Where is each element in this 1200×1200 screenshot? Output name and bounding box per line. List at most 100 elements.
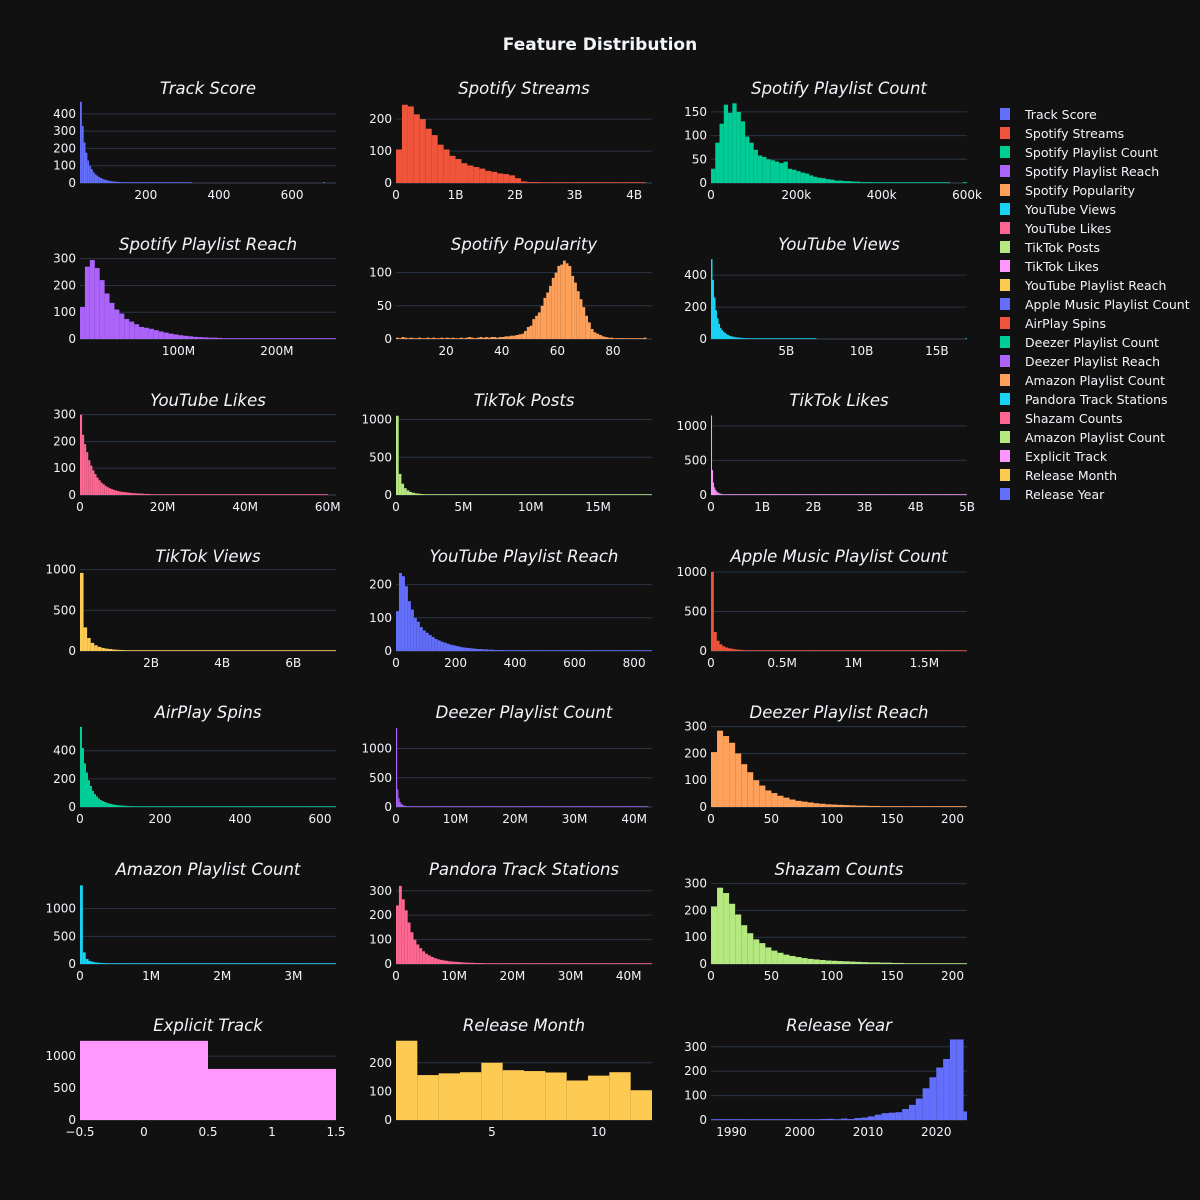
histogram-bar	[106, 487, 109, 495]
histogram-bar	[771, 338, 773, 339]
histogram-bar	[964, 650, 967, 651]
histogram-bar	[272, 494, 275, 495]
legend-item[interactable]: YouTube Views	[1000, 202, 1116, 217]
histogram-bar	[606, 494, 609, 495]
histogram-bar	[730, 494, 732, 495]
histogram-bar	[278, 494, 281, 495]
histogram-bar	[715, 142, 720, 183]
histogram-bar	[529, 963, 533, 964]
legend-item[interactable]: Explicit Track	[1000, 449, 1108, 464]
histogram-bar	[566, 1080, 588, 1120]
legend-item[interactable]: TikTok Likes	[1000, 259, 1099, 274]
histogram-bar	[546, 494, 550, 495]
histogram-bar	[467, 806, 469, 807]
histogram-bar	[878, 650, 882, 651]
histogram-bar	[204, 650, 208, 651]
histogram-bar	[759, 494, 761, 495]
histogram-bar	[947, 650, 950, 651]
histogram-bar	[399, 802, 401, 807]
legend-item[interactable]: Track Score	[1000, 107, 1097, 122]
histogram-bar	[112, 649, 116, 651]
histogram-bar	[94, 794, 96, 807]
legend-swatch	[1000, 260, 1010, 272]
legend-item[interactable]: Spotify Playlist Reach	[1000, 164, 1159, 179]
histogram-bar	[875, 494, 877, 495]
histogram-bar	[524, 806, 526, 807]
histogram-bar	[790, 494, 792, 495]
histogram-bar	[471, 494, 475, 495]
histogram-bar	[626, 338, 630, 339]
histogram-bar	[812, 494, 814, 495]
histogram-bar	[310, 806, 312, 807]
histogram-bar	[99, 962, 103, 964]
histogram-bar	[808, 338, 811, 339]
histogram-bar	[438, 806, 441, 807]
histogram-bar	[837, 961, 844, 964]
histogram-bar	[735, 914, 742, 964]
histogram-bar	[333, 963, 336, 964]
y-tick-label: 200	[684, 300, 707, 314]
histogram-bar	[482, 806, 485, 807]
histogram-bar	[165, 963, 169, 964]
histogram-bar	[927, 650, 931, 651]
legend-item[interactable]: Release Month	[1000, 468, 1117, 483]
histogram-bar	[461, 647, 465, 651]
histogram-bar	[928, 182, 933, 183]
histogram-bar	[961, 494, 963, 495]
legend-label: YouTube Views	[1024, 202, 1116, 217]
legend-item[interactable]: Spotify Streams	[1000, 126, 1124, 141]
histogram-bar	[218, 806, 220, 807]
histogram-bar	[778, 338, 781, 339]
histogram-bar	[897, 494, 899, 495]
legend-item[interactable]: Deezer Playlist Count	[1000, 335, 1159, 350]
histogram-bar	[217, 337, 223, 339]
histogram-bar	[751, 338, 754, 339]
histogram-bar	[247, 963, 251, 964]
histogram-bar	[715, 310, 718, 339]
histogram-bar	[110, 489, 114, 495]
legend-item[interactable]: Release Year	[1000, 487, 1105, 502]
legend-item[interactable]: Amazon Playlist Count	[1000, 430, 1165, 445]
histogram-bar	[941, 182, 946, 183]
histogram-bar	[237, 338, 243, 339]
legend[interactable]: Track Score Spotify Streams Spotify Playli…	[1000, 107, 1190, 502]
histogram-bar	[811, 338, 814, 339]
histogram-bar	[912, 650, 916, 651]
histogram-bar	[772, 338, 775, 339]
legend-item[interactable]: YouTube Playlist Reach	[1000, 278, 1166, 293]
legend-item[interactable]: Spotify Popularity	[1000, 183, 1136, 198]
legend-item[interactable]: YouTube Likes	[1000, 221, 1111, 236]
histogram-bar	[459, 806, 461, 807]
histogram-bar	[874, 494, 876, 495]
legend-item[interactable]: Pandora Track Stations	[1000, 392, 1168, 407]
histogram-bar	[482, 649, 486, 651]
histogram-bar	[216, 963, 220, 964]
histogram-bar	[84, 444, 87, 495]
histogram-bar	[127, 492, 130, 495]
histogram-bar	[833, 650, 837, 651]
legend-item[interactable]: Spotify Playlist Count	[1000, 145, 1158, 160]
legend-item[interactable]: Deezer Playlist Reach	[1000, 354, 1160, 369]
legend-item[interactable]: Amazon Playlist Count	[1000, 373, 1165, 388]
histogram-bar	[120, 805, 122, 807]
histogram-bar	[593, 963, 597, 964]
histogram-bar	[863, 494, 865, 495]
histogram-bar	[330, 963, 334, 964]
histogram-bar	[864, 494, 866, 495]
histogram-bar	[236, 806, 238, 807]
legend-item[interactable]: Shazam Counts	[1000, 411, 1123, 426]
histogram-bar	[317, 494, 320, 495]
histogram-bar	[133, 182, 135, 183]
legend-item[interactable]: AirPlay Spins	[1000, 316, 1106, 331]
histogram-bar	[922, 806, 929, 807]
histogram-bar	[487, 806, 489, 807]
histogram-bar	[599, 806, 601, 807]
histogram-bar	[561, 806, 563, 807]
histogram-bar	[586, 806, 588, 807]
legend-item[interactable]: TikTok Posts	[1000, 240, 1100, 255]
histogram-bar	[510, 806, 512, 807]
histogram-bar	[509, 175, 516, 183]
histogram-bar	[134, 963, 137, 964]
histogram-bar	[804, 173, 810, 183]
legend-item[interactable]: Apple Music Playlist Count	[1000, 297, 1190, 312]
